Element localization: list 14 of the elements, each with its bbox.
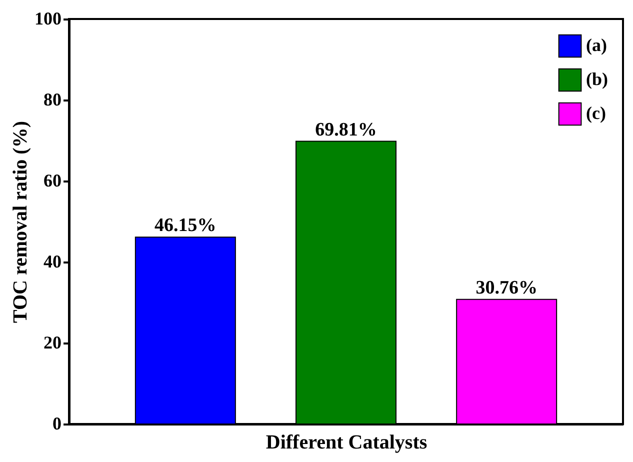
x-axis-title: Different Catalysts	[266, 432, 428, 454]
data-label: 30.76%	[476, 277, 538, 298]
y-tick-label: 0	[52, 414, 62, 434]
y-tick-label: 100	[34, 8, 62, 28]
y-tick-label: 40	[44, 252, 62, 272]
y-tick-label: 80	[44, 90, 62, 110]
y-axis-title: TOC removal ratio (%)	[10, 120, 32, 324]
legend-label: (b)	[586, 69, 608, 89]
y-tick-label: 20	[44, 332, 62, 352]
data-label: 69.81%	[315, 119, 377, 140]
data-label: 46.15%	[154, 215, 216, 236]
legend-label: (a)	[586, 35, 607, 55]
y-tick-label: 60	[44, 170, 62, 190]
legend-label: (c)	[586, 103, 606, 123]
